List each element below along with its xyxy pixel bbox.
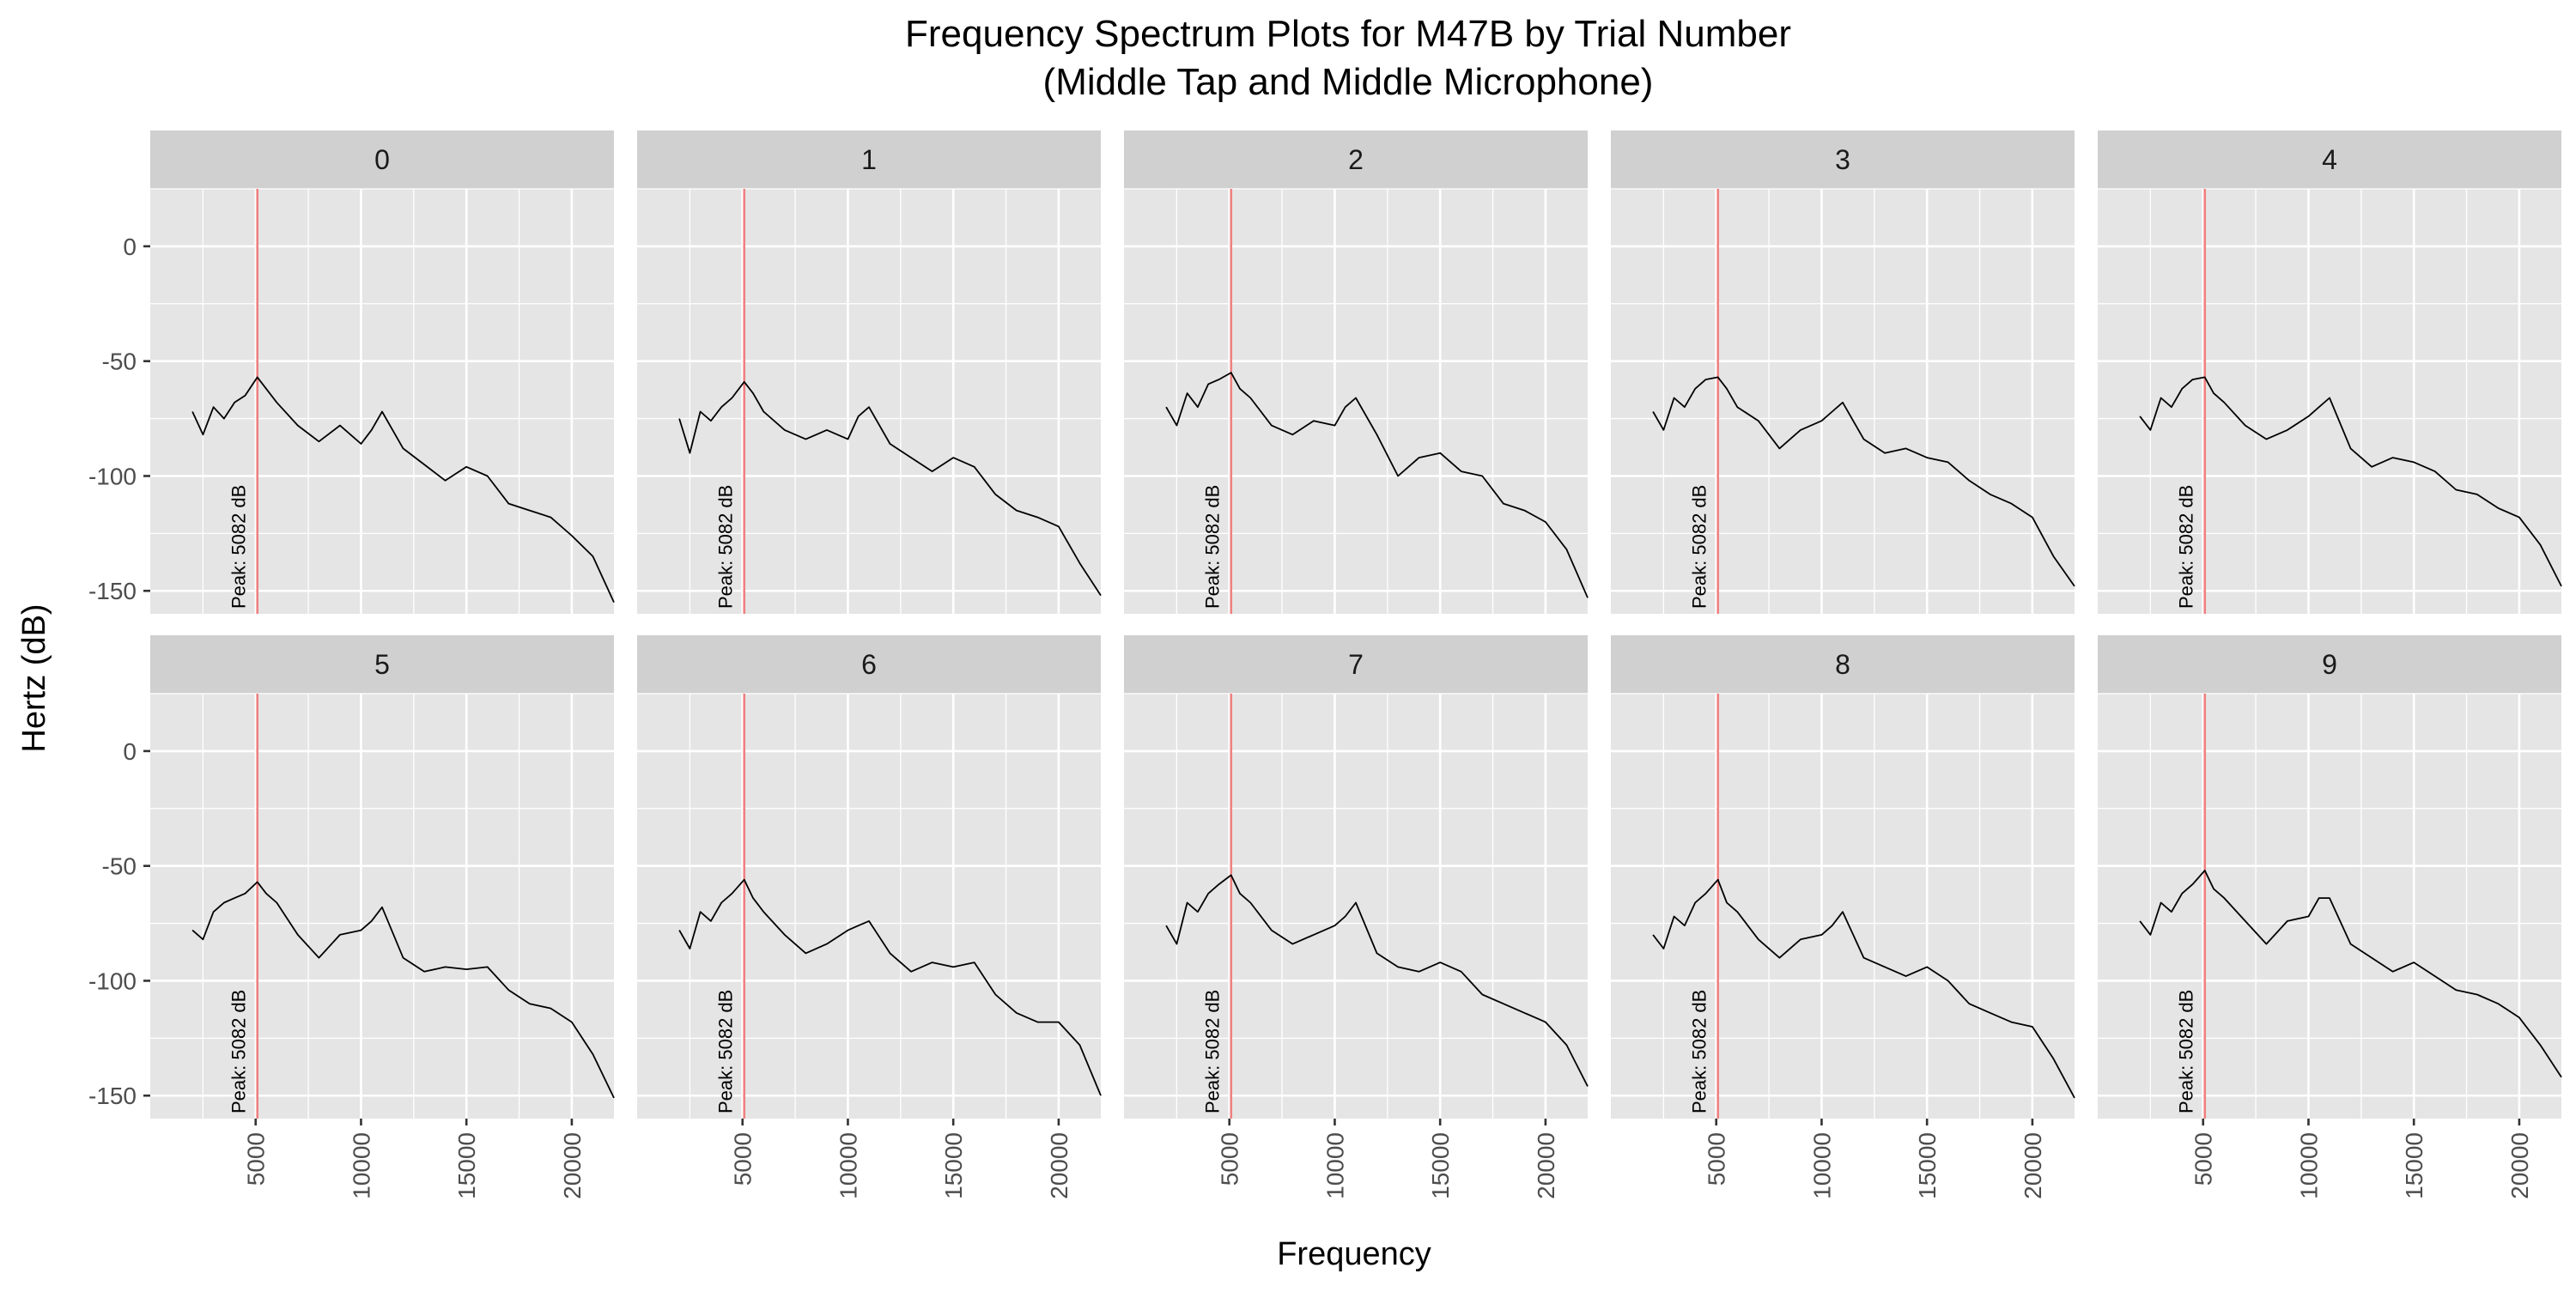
- peak-label: Peak: 5082 dB: [2176, 485, 2197, 609]
- x-tick-label: 5000: [243, 1132, 270, 1186]
- x-tick-label: 10000: [835, 1132, 861, 1199]
- facet-strip-label: 8: [1835, 649, 1850, 680]
- facet-strip-label: 9: [2322, 649, 2337, 680]
- x-tick-label: 15000: [453, 1132, 480, 1199]
- y-tick-label: -150: [88, 1083, 137, 1109]
- panel-background: [1124, 694, 1588, 1119]
- spectrum-line: [1165, 874, 1589, 1087]
- y-tick-label: -50: [102, 853, 137, 880]
- spectrum-line: [2139, 376, 2562, 587]
- facet-strip: [150, 130, 614, 189]
- spectrum-line: [1652, 376, 2075, 587]
- peak-label: Peak: 5082 dB: [1689, 485, 1710, 609]
- x-tick-label: 5000: [730, 1132, 756, 1186]
- x-tick-label: 20000: [2020, 1132, 2046, 1199]
- x-tick-label: 20000: [1533, 1132, 1559, 1199]
- y-tick-label: -100: [88, 463, 137, 489]
- facet-strip: [1124, 635, 1588, 694]
- peak-label: Peak: 5082 dB: [1689, 990, 1710, 1113]
- x-tick-label: 15000: [1427, 1132, 1454, 1199]
- facet-strip-label: 2: [1348, 144, 1364, 175]
- x-tick-label: 10000: [1808, 1132, 1835, 1199]
- panel-background: [1611, 694, 2075, 1119]
- spectrum-line: [678, 380, 1102, 597]
- panel-background: [1611, 189, 2075, 614]
- panel-background: [150, 694, 614, 1119]
- facet-panel: 9 Peak: 5082 dB 5000 10000 15000 20000: [2098, 635, 2562, 1199]
- spectrum-line: [191, 881, 615, 1099]
- x-tick-label: 10000: [2295, 1132, 2322, 1199]
- facet-strip: [150, 635, 614, 694]
- panel-background: [2098, 694, 2561, 1119]
- panel-background: [150, 189, 614, 614]
- x-tick-label: 15000: [2401, 1132, 2427, 1199]
- y-tick-label: -50: [102, 349, 137, 375]
- facet-strip-label: 3: [1835, 144, 1850, 175]
- peak-label: Peak: 5082 dB: [715, 485, 737, 609]
- x-tick-label: 15000: [940, 1132, 967, 1199]
- peak-label: Peak: 5082 dB: [1202, 485, 1224, 609]
- x-tick-label: 10000: [348, 1132, 374, 1199]
- x-tick-label: 20000: [1046, 1132, 1072, 1199]
- facet-strip: [637, 635, 1101, 694]
- facet-strip: [637, 130, 1101, 189]
- panel-background: [1124, 189, 1588, 614]
- y-axis-label: Hertz (dB): [16, 604, 52, 752]
- spectrum-line: [1165, 372, 1589, 598]
- spectrum-line: [2139, 870, 2562, 1078]
- facet-strip-label: 1: [861, 144, 877, 175]
- x-axis-label: Frequency: [1277, 1236, 1431, 1272]
- peak-label: Peak: 5082 dB: [1202, 990, 1224, 1113]
- peak-label: Peak: 5082 dB: [228, 990, 250, 1113]
- facet-strip-label: 4: [2322, 144, 2337, 175]
- facet-panel: 8 Peak: 5082 dB 5000 10000 15000 20000: [1611, 635, 2075, 1199]
- x-tick-label: 5000: [1217, 1132, 1243, 1186]
- facet-panel: 7 Peak: 5082 dB 5000 10000 15000 20000: [1124, 635, 1589, 1199]
- facet-strip-label: 5: [374, 649, 390, 680]
- x-tick-label: 5000: [1704, 1132, 1730, 1186]
- facet-strip: [2098, 130, 2561, 189]
- y-tick-label: 0: [123, 738, 137, 765]
- facet-strip: [1611, 130, 2075, 189]
- facet-panel: 5 Peak: 5082 dB 0 -50 -100 -150 5000 10000 15000…: [88, 635, 615, 1199]
- facet-panel: 2 Peak: 5082 dB: [1124, 130, 1589, 614]
- facet-strip: [2098, 635, 2561, 694]
- chart-title: Frequency Spectrum Plots for M47B by Tri…: [905, 13, 1791, 55]
- facet-strip: [1611, 635, 2075, 694]
- x-tick-label: 5000: [2190, 1132, 2217, 1186]
- x-tick-label: 10000: [1321, 1132, 1348, 1199]
- y-tick-label: -150: [88, 578, 137, 604]
- peak-label: Peak: 5082 dB: [228, 485, 250, 609]
- x-tick-label: 20000: [2506, 1132, 2533, 1199]
- facet-panel: 0 Peak: 5082 dB 0 -50 -100 -150: [88, 130, 615, 614]
- facet-panel: 6 Peak: 5082 dB 5000 10000 15000 20000: [637, 635, 1102, 1199]
- peak-label: Peak: 5082 dB: [715, 990, 737, 1113]
- facet-panel: 3 Peak: 5082 dB: [1611, 130, 2075, 614]
- spectrum-line: [1652, 878, 2075, 1099]
- facet-panels: 0 Peak: 5082 dB 0 -50 -100 -150 1 Peak: 5082 dB…: [88, 130, 2562, 1199]
- panel-background: [637, 694, 1101, 1119]
- facet-strip-label: 6: [861, 649, 877, 680]
- chart-subtitle: (Middle Tap and Middle Microphone): [1043, 61, 1654, 103]
- facet-strip: [1124, 130, 1588, 189]
- peak-label: Peak: 5082 dB: [2176, 990, 2197, 1113]
- y-tick-label: 0: [123, 234, 137, 260]
- facet-strip-label: 0: [374, 144, 390, 175]
- spectrum-line: [191, 376, 615, 603]
- panel-background: [637, 189, 1101, 614]
- x-tick-label: 20000: [559, 1132, 586, 1199]
- facet-panel: 4 Peak: 5082 dB: [2098, 130, 2562, 614]
- facet-strip-label: 7: [1348, 649, 1364, 680]
- panel-background: [2098, 189, 2561, 614]
- y-tick-label: -100: [88, 967, 137, 994]
- spectrum-line: [678, 878, 1102, 1096]
- facet-panel: 1 Peak: 5082 dB: [637, 130, 1102, 614]
- x-tick-label: 15000: [1914, 1132, 1941, 1199]
